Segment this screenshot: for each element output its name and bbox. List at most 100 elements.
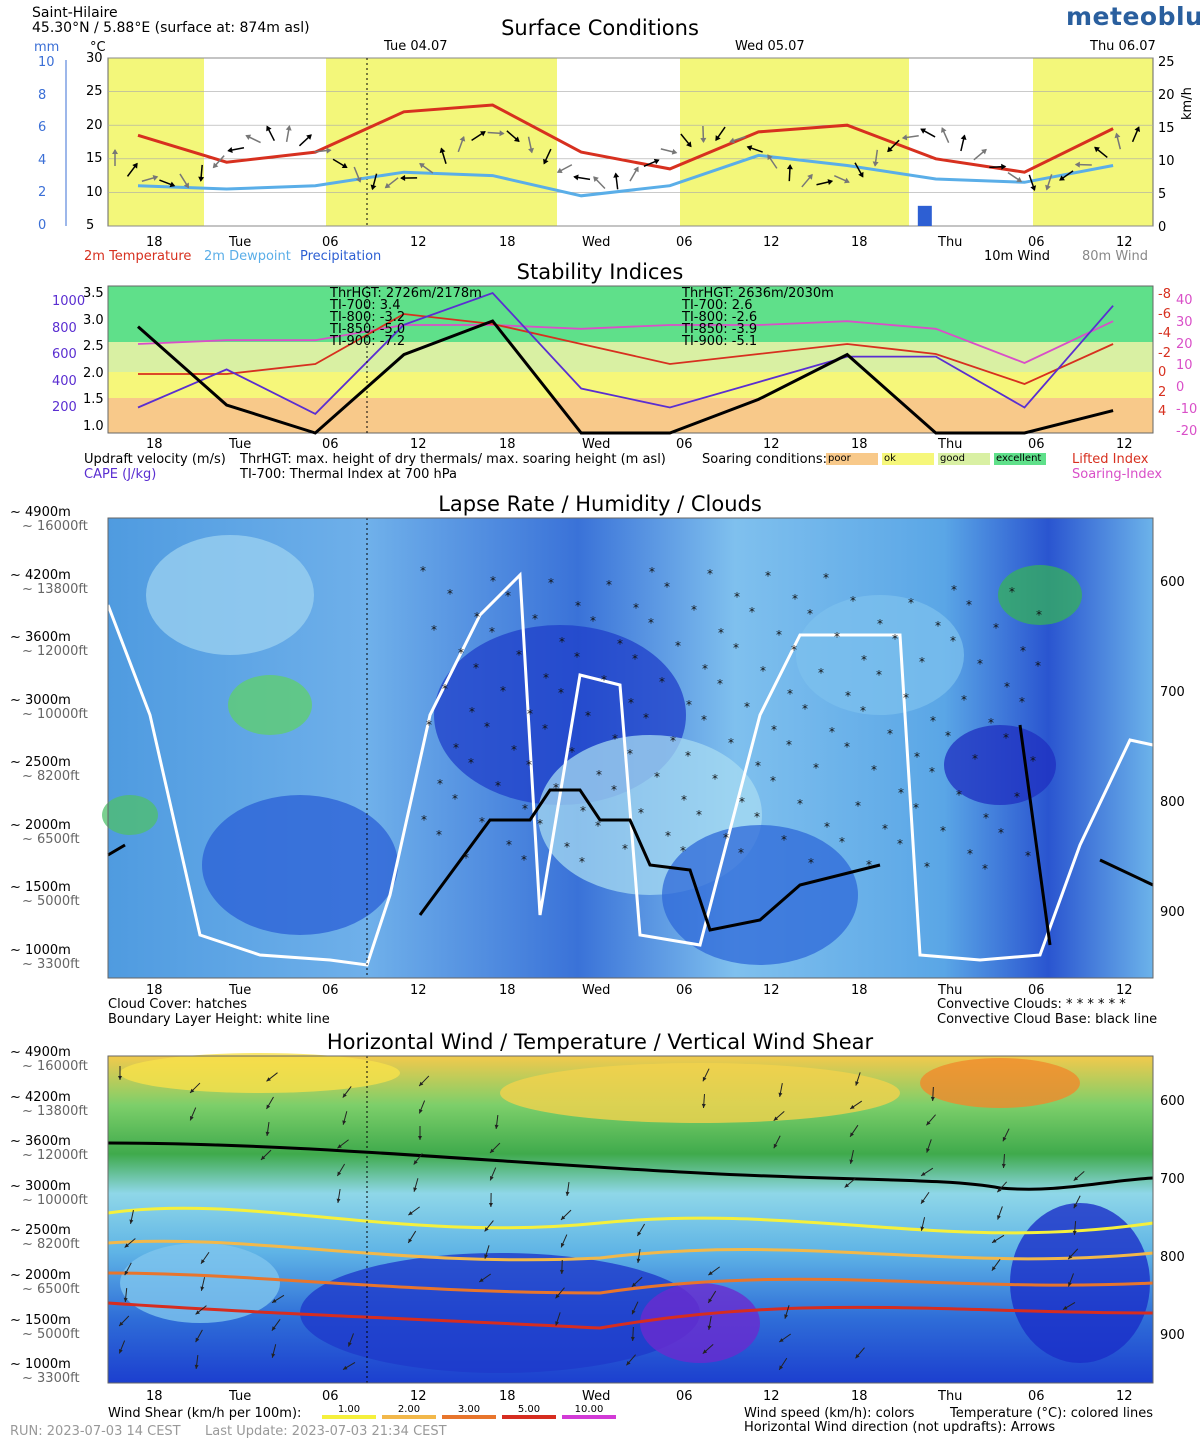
- convective-cloud-marker: *: [738, 846, 744, 860]
- convective-cloud-marker: *: [638, 806, 644, 820]
- convective-cloud-marker: *: [479, 815, 485, 829]
- wind-direction-arrow: [271, 1294, 285, 1304]
- legend-cape: CAPE (J/kg): [84, 467, 157, 482]
- kmh-tick: 5: [1158, 187, 1167, 202]
- shear-level-bar: [322, 1415, 376, 1419]
- wind-shear-contour: [107, 1239, 1154, 1262]
- convective-cloud-marker: *: [792, 592, 798, 606]
- convective-cloud-marker: *: [686, 698, 692, 712]
- wind-direction-arrow: [920, 1217, 926, 1231]
- wind-direction-arrow: [920, 1191, 930, 1205]
- convective-cloud-marker: *: [436, 828, 442, 842]
- unit-celsius: °C: [90, 40, 106, 55]
- wind-direction-arrow: [260, 1149, 272, 1161]
- convective-cloud-marker: *: [1030, 754, 1036, 768]
- shear-legend-label: Wind Shear (km/h per 100m):: [108, 1406, 302, 1421]
- wind-arrow: [332, 158, 348, 169]
- soaring-index-tick: 30: [1176, 314, 1193, 330]
- wind-direction-arrow: [189, 1107, 197, 1121]
- x-tick-label: Wed: [582, 983, 611, 998]
- kmh-tick: 15: [1158, 121, 1175, 136]
- x-tick-label: Tue: [229, 235, 252, 250]
- wind-direction-arrow: [844, 1178, 856, 1188]
- hpa-tick: 900: [1160, 1328, 1185, 1343]
- lifted-index-line: [138, 313, 1114, 385]
- shear-level-label: 3.00: [457, 1404, 481, 1415]
- wind-direction-arrow: [702, 1068, 710, 1082]
- convective-cloud-marker: *: [447, 587, 453, 601]
- convective-cloud-marker: *: [786, 738, 792, 752]
- x-tick-label: 18: [499, 235, 516, 250]
- panel4-title: Horizontal Wind / Temperature / Vertical…: [326, 1030, 874, 1054]
- convective-cloud-marker: *: [627, 747, 633, 761]
- mm-tick: 2: [38, 185, 47, 200]
- convective-cloud-marker: *: [469, 705, 475, 719]
- wind-direction-arrow: [478, 1273, 492, 1283]
- altitude-m-label: ~ 4200m: [10, 1089, 71, 1105]
- convective-cloud-marker: *: [728, 736, 734, 750]
- wind-arrow: [179, 173, 190, 189]
- x-tick-label: Tue: [229, 437, 252, 452]
- wind-speed-area: [300, 1253, 700, 1373]
- convective-cloud-marker: *: [998, 826, 1004, 840]
- convective-cloud-marker: *: [643, 711, 649, 725]
- humidity-area: [202, 795, 398, 935]
- updraft-tick: 1.0: [83, 419, 104, 434]
- wind-arrow: [198, 164, 205, 182]
- convective-cloud-marker: *: [808, 856, 814, 870]
- convective-cloud-marker: *: [739, 795, 745, 809]
- panel3-title: Lapse Rate / Humidity / Clouds: [438, 492, 762, 516]
- wind-arrow: [629, 166, 639, 182]
- x-tick-label: 12: [410, 1389, 427, 1404]
- day-label-thu: Thu 06.07: [1090, 39, 1156, 54]
- wind-arrow: [439, 147, 447, 164]
- meteoblue-logo[interactable]: meteoblue: [1066, 2, 1200, 31]
- cape-tick: 200: [52, 400, 77, 415]
- daylight-band: [326, 58, 557, 226]
- legend-80m-wind: 80m Wind: [1082, 249, 1149, 264]
- x-tick-label: 06: [322, 235, 339, 250]
- wind-arrow: [126, 162, 138, 177]
- wind-arrow: [1114, 132, 1122, 150]
- soaring-conditions-label: Soaring conditions:: [702, 452, 828, 467]
- x-tick-label: 18: [851, 983, 868, 998]
- altitude-ft-label: ~ 16000ft: [22, 1059, 88, 1074]
- convective-cloud-marker: *: [532, 612, 538, 626]
- wind-arrow: [266, 125, 276, 142]
- legend-ti700: TI-700: Thermal Index at 700 hPa: [240, 467, 457, 482]
- cape-tick: 400: [52, 373, 77, 389]
- kmh-tick: 10: [1158, 154, 1175, 169]
- convective-cloud-marker: *: [458, 646, 464, 660]
- convective-cloud-marker: *: [484, 720, 490, 734]
- wind-direction-arrow: [337, 1139, 349, 1149]
- x-tick-label: 18: [146, 983, 163, 998]
- updraft-tick: 3.5: [83, 286, 104, 301]
- altitude-ft-label: ~ 6500ft: [22, 831, 80, 847]
- wind-arrow: [593, 176, 606, 190]
- convective-cloud-marker: *: [755, 759, 761, 773]
- unit-kmh: km/h: [1180, 87, 1195, 120]
- wind-direction-arrow: [778, 1333, 792, 1343]
- convective-cloud-marker: *: [495, 779, 501, 793]
- wind-direction-arrow: [118, 1340, 126, 1354]
- convective-cloud-marker: *: [522, 802, 528, 816]
- x-tick-label: 12: [763, 437, 780, 452]
- wind-arrow: [1045, 174, 1053, 191]
- convective-cloud-marker: *: [871, 763, 877, 777]
- convective-cloud-marker: *: [950, 634, 956, 648]
- convective-cloud-marker: *: [712, 772, 718, 786]
- convective-cloud-marker: *: [951, 583, 957, 597]
- mm-tick: 6: [38, 120, 47, 135]
- wind-arrow: [419, 162, 434, 174]
- convective-cloud-marker: *: [961, 693, 967, 707]
- altitude-m-label: ~ 4900m: [10, 1045, 71, 1060]
- wind-direction-arrow: [200, 1251, 210, 1265]
- convective-cloud-marker: *: [935, 619, 941, 633]
- convective-cloud-marker: *: [844, 740, 850, 754]
- lapse-rate-chart: * * * * * * * * * * * * * * * * * * * * * * * * * * * * * * * * * * * * * * * *…: [102, 517, 1154, 979]
- altitude-ft-label: ~ 6500ft: [22, 1282, 80, 1297]
- wind-direction-arrow: [701, 1093, 706, 1109]
- convective-cloud-marker: *: [797, 797, 803, 811]
- convective-cloud-marker: *: [702, 662, 708, 676]
- convective-cloud-marker: *: [813, 761, 819, 775]
